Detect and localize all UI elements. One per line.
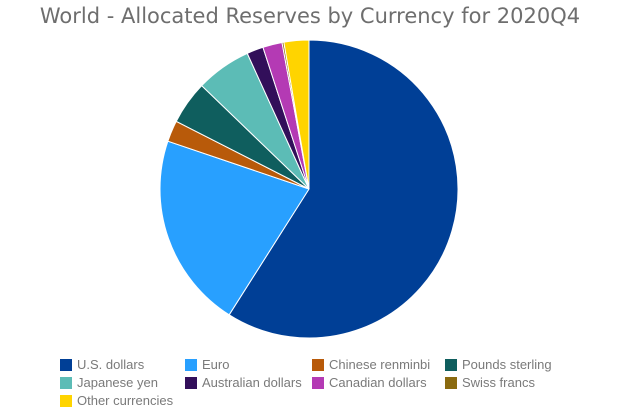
legend-label: Swiss francs bbox=[462, 375, 535, 390]
pie-slice-u-s-dollars bbox=[228, 39, 459, 339]
legend-item: Euro bbox=[185, 356, 312, 373]
legend-item: Canadian dollars bbox=[312, 374, 445, 391]
legend-label: Canadian dollars bbox=[329, 375, 427, 390]
legend-swatch bbox=[60, 394, 72, 407]
legend-item: U.S. dollars bbox=[60, 356, 185, 373]
legend-swatch bbox=[185, 358, 197, 371]
legend-label: Euro bbox=[202, 357, 230, 372]
pie-slice-other-currencies bbox=[283, 39, 310, 190]
legend-swatch bbox=[60, 358, 72, 371]
legend-item: Other currencies bbox=[60, 392, 185, 409]
pie-slice-euro bbox=[159, 140, 310, 316]
legend-label: Pounds sterling bbox=[462, 357, 552, 372]
legend-label: Other currencies bbox=[77, 393, 174, 408]
legend-label: Japanese yen bbox=[77, 375, 158, 390]
legend-label: Chinese renminbi bbox=[329, 357, 431, 372]
legend-swatch bbox=[185, 376, 197, 389]
legend-swatch bbox=[312, 376, 324, 389]
legend-swatch bbox=[312, 358, 324, 371]
legend-swatch bbox=[445, 358, 457, 371]
legend-swatch bbox=[445, 376, 457, 389]
legend-label: U.S. dollars bbox=[77, 357, 145, 372]
legend: U.S. dollars Euro Chinese renminbi Pounds s… bbox=[60, 356, 620, 409]
legend-item: Chinese renminbi bbox=[312, 356, 445, 373]
legend-item: Pounds sterling bbox=[445, 356, 615, 373]
chart-title: World - Allocated Reserves by Currency f… bbox=[39, 4, 581, 28]
legend-swatch bbox=[60, 376, 72, 389]
legend-item: Swiss francs bbox=[445, 374, 615, 391]
legend-item: Japanese yen bbox=[60, 374, 185, 391]
legend-label: Australian dollars bbox=[202, 375, 302, 390]
legend-item: Australian dollars bbox=[185, 374, 312, 391]
